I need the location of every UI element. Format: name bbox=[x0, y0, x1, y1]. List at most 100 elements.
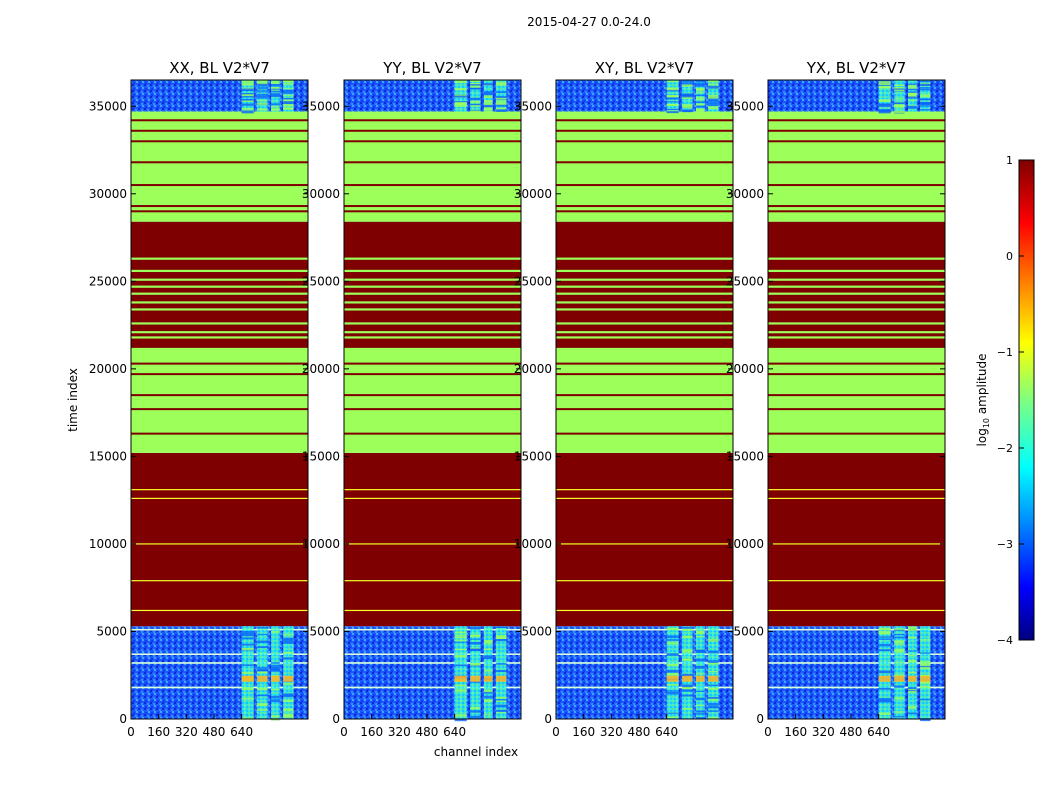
signal-speck bbox=[666, 101, 679, 103]
signal-speck bbox=[283, 715, 294, 718]
signal-speck bbox=[241, 697, 254, 700]
signal-hot-0 bbox=[454, 675, 467, 682]
signal-speck bbox=[920, 652, 931, 654]
stripe-0 bbox=[556, 336, 733, 339]
signal-speck bbox=[283, 94, 294, 96]
xtick-label: 480 bbox=[628, 725, 651, 739]
line-mid-4 bbox=[556, 362, 733, 365]
signal-speck bbox=[908, 87, 917, 89]
line-high-3 bbox=[344, 497, 521, 500]
signal-speck bbox=[894, 649, 905, 651]
signal-speck bbox=[283, 713, 294, 717]
stripe-4 bbox=[768, 301, 945, 304]
line-noise-3 bbox=[556, 628, 733, 631]
signal-speck bbox=[484, 640, 493, 642]
signal-speck bbox=[708, 670, 719, 672]
signal-speck bbox=[682, 635, 693, 639]
ytick-label: 35000 bbox=[514, 99, 552, 113]
signal-speck bbox=[682, 110, 693, 112]
signal-speck bbox=[682, 689, 693, 692]
line-mid-10 bbox=[556, 140, 733, 143]
xtick-label: 320 bbox=[175, 725, 198, 739]
line-high-3 bbox=[556, 497, 733, 500]
signal-speck bbox=[271, 84, 280, 87]
signal-speck bbox=[878, 83, 891, 86]
line-high-1 bbox=[131, 580, 308, 582]
signal-speck bbox=[708, 705, 719, 709]
signal-hot-0 bbox=[666, 675, 679, 682]
signal-speck bbox=[682, 707, 693, 710]
signal-speck bbox=[920, 664, 931, 667]
signal-speck bbox=[696, 97, 705, 101]
band-high-1 bbox=[556, 452, 733, 627]
signal-speck bbox=[283, 90, 294, 94]
signal-speck bbox=[708, 100, 719, 102]
signal-speck bbox=[257, 80, 268, 83]
signal-speck bbox=[454, 636, 467, 639]
signal-speck bbox=[283, 634, 294, 636]
band-noise-4 bbox=[131, 80, 308, 112]
ytick-label: 15000 bbox=[89, 449, 127, 463]
band-noise-0 bbox=[131, 626, 308, 719]
line-mid-1 bbox=[556, 408, 733, 411]
signal-speck bbox=[470, 97, 481, 101]
signal-speck bbox=[894, 84, 905, 87]
signal-speck bbox=[666, 108, 679, 111]
signal-speck bbox=[241, 648, 254, 651]
signal-speck bbox=[271, 689, 280, 691]
line-mid-11 bbox=[768, 129, 945, 132]
signal-speck bbox=[920, 80, 931, 83]
signal-hot-1 bbox=[682, 675, 693, 682]
line-mid-2 bbox=[131, 394, 308, 397]
signal-speck bbox=[908, 88, 917, 91]
signal-speck bbox=[908, 626, 917, 629]
signal-speck bbox=[283, 639, 294, 642]
line-high-4 bbox=[768, 489, 945, 491]
signal-speck bbox=[470, 110, 481, 114]
signal-speck bbox=[908, 690, 917, 693]
signal-col-3-0 bbox=[496, 626, 507, 719]
signal-speck bbox=[920, 98, 931, 101]
line-mid-12 bbox=[556, 119, 733, 122]
signal-speck bbox=[666, 639, 679, 641]
signal-speck bbox=[241, 671, 254, 674]
signal-speck bbox=[470, 80, 481, 82]
signal-speck bbox=[708, 687, 719, 691]
line-mid-5 bbox=[344, 345, 521, 348]
signal-speck bbox=[271, 87, 280, 89]
signal-speck bbox=[696, 84, 705, 87]
ytick-label: 30000 bbox=[89, 187, 127, 201]
signal-speck bbox=[920, 665, 931, 669]
line-high-2 bbox=[131, 543, 308, 545]
signal-speck bbox=[894, 629, 905, 631]
signal-speck bbox=[257, 626, 268, 629]
signal-speck bbox=[496, 82, 507, 85]
signal-speck bbox=[878, 700, 891, 703]
signal-speck bbox=[894, 662, 905, 664]
signal-speck bbox=[908, 84, 917, 88]
signal-speck bbox=[484, 91, 493, 94]
signal-speck bbox=[920, 639, 931, 641]
signal-speck bbox=[708, 661, 719, 665]
band-noise-0 bbox=[556, 626, 733, 719]
colorbar-label-suffix: amplitude bbox=[975, 354, 989, 418]
ytick-label: 20000 bbox=[514, 362, 552, 376]
signal-speck bbox=[920, 98, 931, 100]
signal-speck bbox=[257, 703, 268, 706]
ytick-label: 5000 bbox=[733, 624, 764, 638]
signal-speck bbox=[496, 709, 507, 712]
signal-speck bbox=[908, 95, 917, 98]
signal-speck bbox=[666, 80, 679, 83]
line-noise-0 bbox=[768, 686, 945, 689]
signal-speck bbox=[696, 635, 705, 637]
signal-speck bbox=[920, 685, 931, 688]
signal-speck bbox=[908, 712, 917, 715]
signal-speck bbox=[920, 109, 931, 111]
signal-speck bbox=[257, 108, 268, 111]
signal-speck bbox=[454, 631, 467, 633]
stripe-5 bbox=[556, 292, 733, 295]
signal-speck bbox=[708, 106, 719, 110]
signal-speck bbox=[696, 630, 705, 633]
line-mid-9 bbox=[131, 161, 308, 164]
signal-speck bbox=[470, 103, 481, 107]
